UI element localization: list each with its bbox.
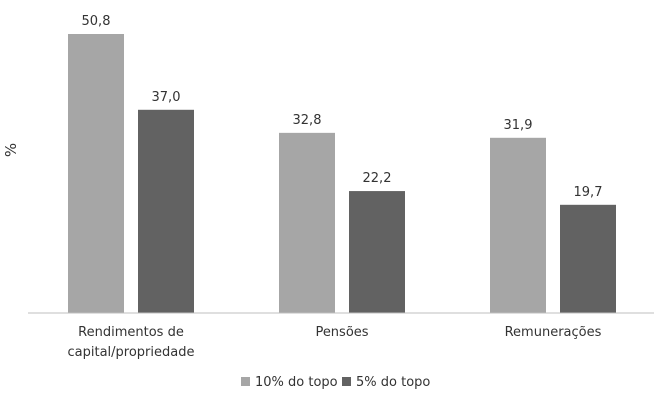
legend-label-top10: 10% do topo [255, 375, 338, 390]
data-label-top10-2: 31,9 [504, 118, 533, 133]
y-axis-label: % [2, 143, 20, 157]
legend-label-top5: 5% do topo [356, 375, 430, 390]
bar-top10-2 [490, 137, 546, 313]
data-label-top10-0: 50,8 [82, 14, 111, 29]
labels-layer: 50,8 32,8 31,9 37,0 22,2 19,7 Rendimentos de ca… [68, 14, 603, 360]
bar-top5-0 [138, 109, 194, 313]
data-label-top5-2: 19,7 [574, 185, 603, 200]
x-tick-label-2: Remunerações [505, 325, 602, 340]
legend-swatch-top10 [241, 377, 250, 386]
x-tick-label-1: Pensões [315, 325, 368, 340]
data-label-top10-1: 32,8 [293, 113, 322, 128]
x-tick-label-0: Rendimentos de capital/propriedade [68, 325, 195, 360]
bar-top10-0 [68, 34, 124, 313]
bar-top5-1 [349, 191, 405, 313]
bar-top10-1 [279, 132, 335, 313]
bar-top5-2 [560, 204, 616, 313]
legend: 10% do topo 5% do topo [241, 375, 430, 390]
legend-swatch-top5 [342, 377, 351, 386]
data-label-top5-1: 22,2 [363, 171, 392, 186]
bars-layer [68, 34, 616, 313]
data-label-top5-0: 37,0 [152, 90, 181, 105]
